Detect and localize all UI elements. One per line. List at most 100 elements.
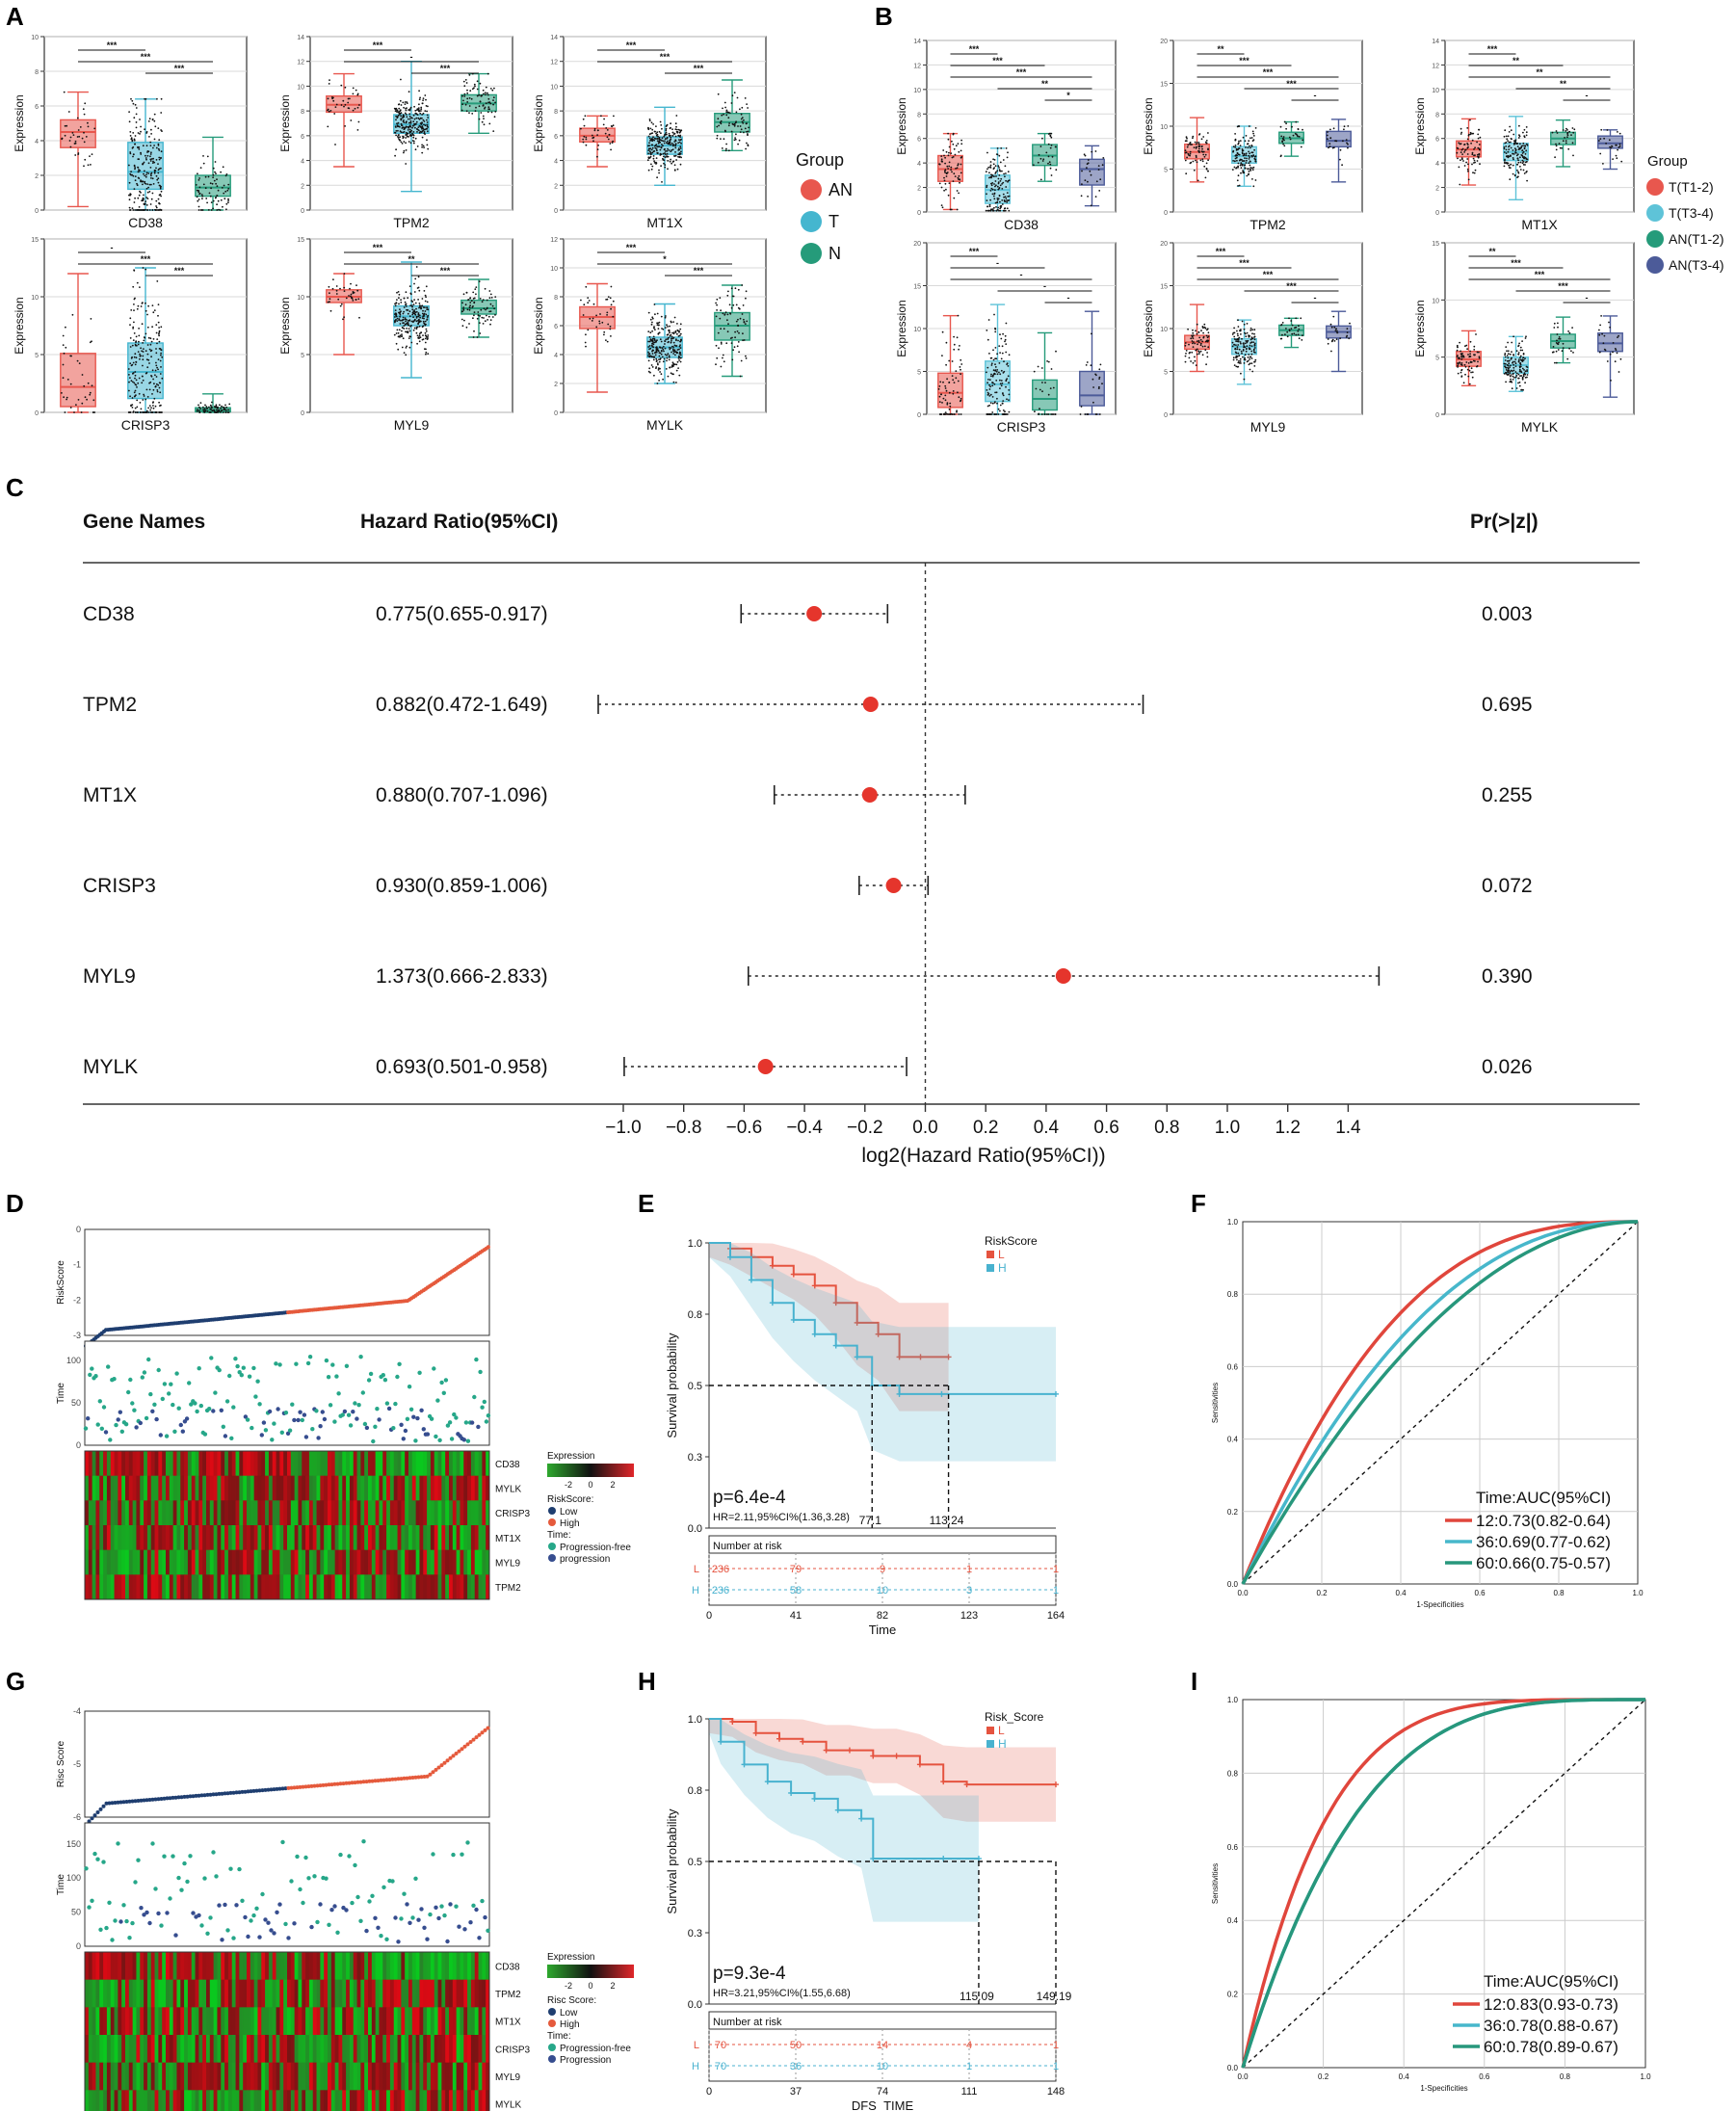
- data-point: [418, 90, 420, 92]
- data-point: [343, 273, 346, 275]
- data-point: [149, 145, 152, 147]
- data-point: [473, 83, 476, 86]
- data-point: [161, 377, 164, 380]
- data-point: [666, 152, 669, 155]
- data-point: [160, 354, 162, 356]
- data-point: [1038, 412, 1040, 415]
- time-point: [209, 1356, 214, 1360]
- data-point: [340, 104, 343, 106]
- data-point: [198, 406, 200, 409]
- data-point: [1339, 337, 1341, 340]
- data-point: [938, 182, 941, 185]
- data-point: [668, 340, 670, 343]
- data-point: [144, 180, 146, 183]
- data-point: [1524, 164, 1526, 166]
- data-point: [1282, 143, 1284, 145]
- data-point: [725, 111, 727, 113]
- sig-label: ***: [1487, 44, 1498, 54]
- y-tick-label: 14: [1432, 39, 1439, 45]
- data-point: [394, 316, 396, 318]
- data-point: [74, 140, 77, 143]
- data-point: [671, 348, 674, 351]
- data-point: [1506, 163, 1509, 165]
- data-point: [150, 411, 153, 413]
- data-point: [678, 139, 680, 142]
- data-point: [1507, 373, 1510, 376]
- data-point: [671, 128, 673, 131]
- data-point: [647, 351, 649, 354]
- data-point: [142, 302, 144, 303]
- data-point: [1198, 336, 1201, 339]
- data-point: [81, 374, 84, 376]
- data-point: [465, 326, 468, 329]
- data-point: [72, 134, 75, 137]
- data-point: [998, 371, 1000, 374]
- data-point: [939, 381, 942, 383]
- data-point: [1002, 394, 1005, 397]
- data-point: [745, 355, 747, 357]
- data-point: [138, 209, 141, 211]
- data-point: [1046, 413, 1048, 415]
- data-point: [160, 366, 162, 368]
- data-point: [477, 314, 480, 317]
- time-point: [193, 1401, 197, 1406]
- data-point: [718, 124, 720, 127]
- data-point: [736, 345, 739, 348]
- y-tick-label: 14: [297, 35, 304, 41]
- data-point: [677, 147, 680, 150]
- data-point: [1003, 413, 1006, 415]
- y-tick-label: 12: [550, 60, 558, 66]
- legend-swatch: [1646, 230, 1664, 248]
- data-point: [730, 306, 733, 309]
- data-point: [425, 98, 427, 101]
- data-point: [653, 160, 655, 163]
- data-point: [1092, 401, 1094, 404]
- data-point: [943, 412, 946, 415]
- data-point: [952, 143, 955, 145]
- data-point: [401, 124, 403, 127]
- data-point: [411, 305, 413, 308]
- data-point: [138, 392, 141, 395]
- data-point: [1562, 342, 1565, 345]
- data-point: [1250, 350, 1253, 353]
- sig-label: **: [1560, 79, 1567, 89]
- data-point: [989, 198, 991, 201]
- data-point: [1610, 146, 1613, 149]
- data-point: [1603, 334, 1606, 337]
- data-point: [1192, 346, 1195, 348]
- data-point: [957, 314, 960, 317]
- data-point: [146, 209, 149, 211]
- data-point: [1002, 159, 1005, 161]
- y-tick-label: 5: [1164, 168, 1168, 174]
- data-point: [1197, 179, 1199, 182]
- data-point: [1240, 350, 1243, 353]
- x-tick-label: 1.2: [1275, 1118, 1300, 1138]
- data-point: [398, 319, 400, 322]
- data-point: [986, 405, 989, 408]
- data-point: [1033, 164, 1035, 167]
- data-point: [209, 404, 212, 407]
- data-point: [1041, 390, 1043, 393]
- data-point: [1517, 377, 1520, 380]
- data-point: [664, 347, 667, 350]
- data-point: [722, 107, 723, 110]
- data-point: [658, 321, 661, 324]
- data-point: [132, 155, 134, 158]
- data-point: [1246, 143, 1249, 145]
- data-point: [140, 153, 143, 155]
- data-point: [957, 380, 960, 383]
- data-point: [676, 352, 679, 354]
- data-point: [343, 286, 346, 289]
- data-point: [671, 131, 674, 134]
- data-point: [408, 315, 411, 318]
- data-point: [1204, 345, 1206, 348]
- data-point: [400, 118, 403, 120]
- data-point: [743, 339, 746, 341]
- data-point: [1196, 142, 1198, 144]
- data-point: [469, 304, 471, 307]
- row-p: 0.255: [1482, 784, 1533, 806]
- data-point: [150, 151, 152, 154]
- data-point: [149, 343, 152, 346]
- data-point: [1234, 146, 1237, 148]
- data-point: [1207, 170, 1209, 172]
